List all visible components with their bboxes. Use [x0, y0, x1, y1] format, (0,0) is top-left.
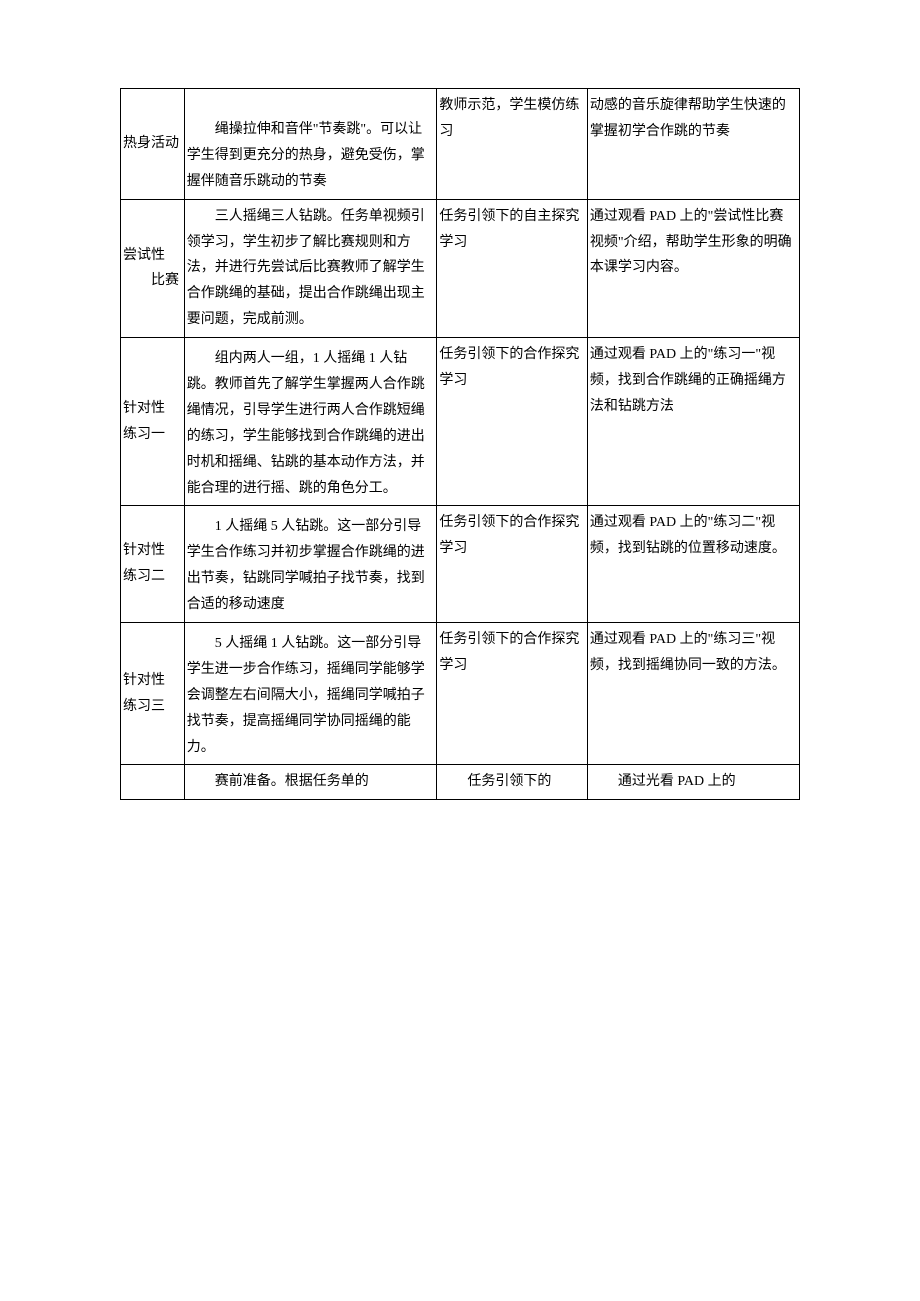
- cell-text: 5 人摇绳 1 人钻跳。这一部分引导学生进一步合作练习，摇绳同学能够学会调整左右…: [187, 631, 435, 760]
- table-row: 赛前准备。根据任务单的 任务引领下的 通过光看 PAD 上的: [121, 765, 800, 800]
- activity-description-cell: 三人摇绳三人钻跳。任务单视频引领学习，学生初步了解比赛规则和方法，并进行先尝试后…: [184, 199, 437, 337]
- cell-text: 绳操拉伸和音伴"节奏跳"。可以让学生得到更充分的热身，避免受伤，掌握伴随音乐跳动…: [187, 117, 435, 195]
- activity-method-cell: 任务引领下的合作探究学习: [437, 506, 588, 623]
- cell-text: 1 人摇绳 5 人钻跳。这一部分引导学生合作练习并初步掌握合作跳绳的进出节奏，钻…: [187, 514, 435, 618]
- activity-method-cell: 任务引领下的合作探究学习: [437, 623, 588, 765]
- activity-description-cell: 组内两人一组，1 人摇绳 1 人钻跳。教师首先了解学生掌握两人合作跳绳情况，引导…: [184, 338, 437, 506]
- cell-text-line2: 比赛: [123, 268, 182, 294]
- cell-text-line1: 针对性: [123, 396, 182, 422]
- cell-text: 教师示范，学生模仿练习: [439, 93, 585, 145]
- activity-support-cell: 通过光看 PAD 上的: [587, 765, 799, 800]
- activity-name-cell: [121, 765, 185, 800]
- cell-text-line1: 尝试性: [123, 243, 182, 269]
- activity-description-cell: 绳操拉伸和音伴"节奏跳"。可以让学生得到更充分的热身，避免受伤，掌握伴随音乐跳动…: [184, 89, 437, 200]
- cell-text: 任务引领下的合作探究学习: [439, 627, 585, 679]
- cell-text: 通过观看 PAD 上的"练习一"视频，找到合作跳绳的正确摇绳方法和钻跳方法: [590, 342, 797, 420]
- cell-text: 通过光看 PAD 上的: [590, 769, 797, 795]
- table-row: 针对性 练习三 5 人摇绳 1 人钻跳。这一部分引导学生进一步合作练习，摇绳同学…: [121, 623, 800, 765]
- activity-name-cell: 尝试性 比赛: [121, 199, 185, 337]
- activity-support-cell: 通过观看 PAD 上的"尝试性比赛视频"介绍，帮助学生形象的明确本课学习内容。: [587, 199, 799, 337]
- table-row: 尝试性 比赛 三人摇绳三人钻跳。任务单视频引领学习，学生初步了解比赛规则和方法，…: [121, 199, 800, 337]
- cell-text: 任务引领下的自主探究学习: [439, 204, 585, 256]
- cell-text: 三人摇绳三人钻跳。任务单视频引领学习，学生初步了解比赛规则和方法，并进行先尝试后…: [187, 204, 435, 333]
- lesson-plan-table: 热身活动 绳操拉伸和音伴"节奏跳"。可以让学生得到更充分的热身，避免受伤，掌握伴…: [120, 88, 800, 800]
- activity-description-cell: 赛前准备。根据任务单的: [184, 765, 437, 800]
- cell-text-line2: 练习一: [123, 422, 182, 448]
- cell-text: 任务引领下的: [439, 769, 585, 795]
- activity-support-cell: 通过观看 PAD 上的"练习一"视频，找到合作跳绳的正确摇绳方法和钻跳方法: [587, 338, 799, 506]
- cell-text-line1: 针对性: [123, 668, 182, 694]
- activity-method-cell: 任务引领下的合作探究学习: [437, 338, 588, 506]
- cell-text: 通过观看 PAD 上的"练习二"视频，找到钻跳的位置移动速度。: [590, 510, 797, 562]
- cell-text-line2: 练习二: [123, 564, 182, 590]
- activity-name-cell: 针对性 练习一: [121, 338, 185, 506]
- cell-text-line2: 练习三: [123, 694, 182, 720]
- table-row: 热身活动 绳操拉伸和音伴"节奏跳"。可以让学生得到更充分的热身，避免受伤，掌握伴…: [121, 89, 800, 200]
- cell-text: 任务引领下的合作探究学习: [439, 342, 585, 394]
- activity-support-cell: 通过观看 PAD 上的"练习二"视频，找到钻跳的位置移动速度。: [587, 506, 799, 623]
- cell-text: 组内两人一组，1 人摇绳 1 人钻跳。教师首先了解学生掌握两人合作跳绳情况，引导…: [187, 346, 435, 501]
- table-row: 针对性 练习二 1 人摇绳 5 人钻跳。这一部分引导学生合作练习并初步掌握合作跳…: [121, 506, 800, 623]
- activity-description-cell: 5 人摇绳 1 人钻跳。这一部分引导学生进一步合作练习，摇绳同学能够学会调整左右…: [184, 623, 437, 765]
- activity-method-cell: 任务引领下的自主探究学习: [437, 199, 588, 337]
- activity-name-cell: 针对性 练习二: [121, 506, 185, 623]
- cell-text: 任务引领下的合作探究学习: [439, 510, 585, 562]
- activity-support-cell: 动感的音乐旋律帮助学生快速的掌握初学合作跳的节奏: [587, 89, 799, 200]
- activity-method-cell: 教师示范，学生模仿练习: [437, 89, 588, 200]
- activity-method-cell: 任务引领下的: [437, 765, 588, 800]
- activity-description-cell: 1 人摇绳 5 人钻跳。这一部分引导学生合作练习并初步掌握合作跳绳的进出节奏，钻…: [184, 506, 437, 623]
- table-row: 针对性 练习一 组内两人一组，1 人摇绳 1 人钻跳。教师首先了解学生掌握两人合…: [121, 338, 800, 506]
- cell-text: 通过观看 PAD 上的"尝试性比赛视频"介绍，帮助学生形象的明确本课学习内容。: [590, 204, 797, 282]
- cell-text: 热身活动: [123, 131, 182, 157]
- activity-support-cell: 通过观看 PAD 上的"练习三"视频，找到摇绳协同一致的方法。: [587, 623, 799, 765]
- cell-text: 赛前准备。根据任务单的: [187, 769, 435, 795]
- activity-name-cell: 针对性 练习三: [121, 623, 185, 765]
- cell-text: 通过观看 PAD 上的"练习三"视频，找到摇绳协同一致的方法。: [590, 627, 797, 679]
- cell-text-line1: 针对性: [123, 538, 182, 564]
- cell-text: 动感的音乐旋律帮助学生快速的掌握初学合作跳的节奏: [590, 93, 797, 145]
- activity-name-cell: 热身活动: [121, 89, 185, 200]
